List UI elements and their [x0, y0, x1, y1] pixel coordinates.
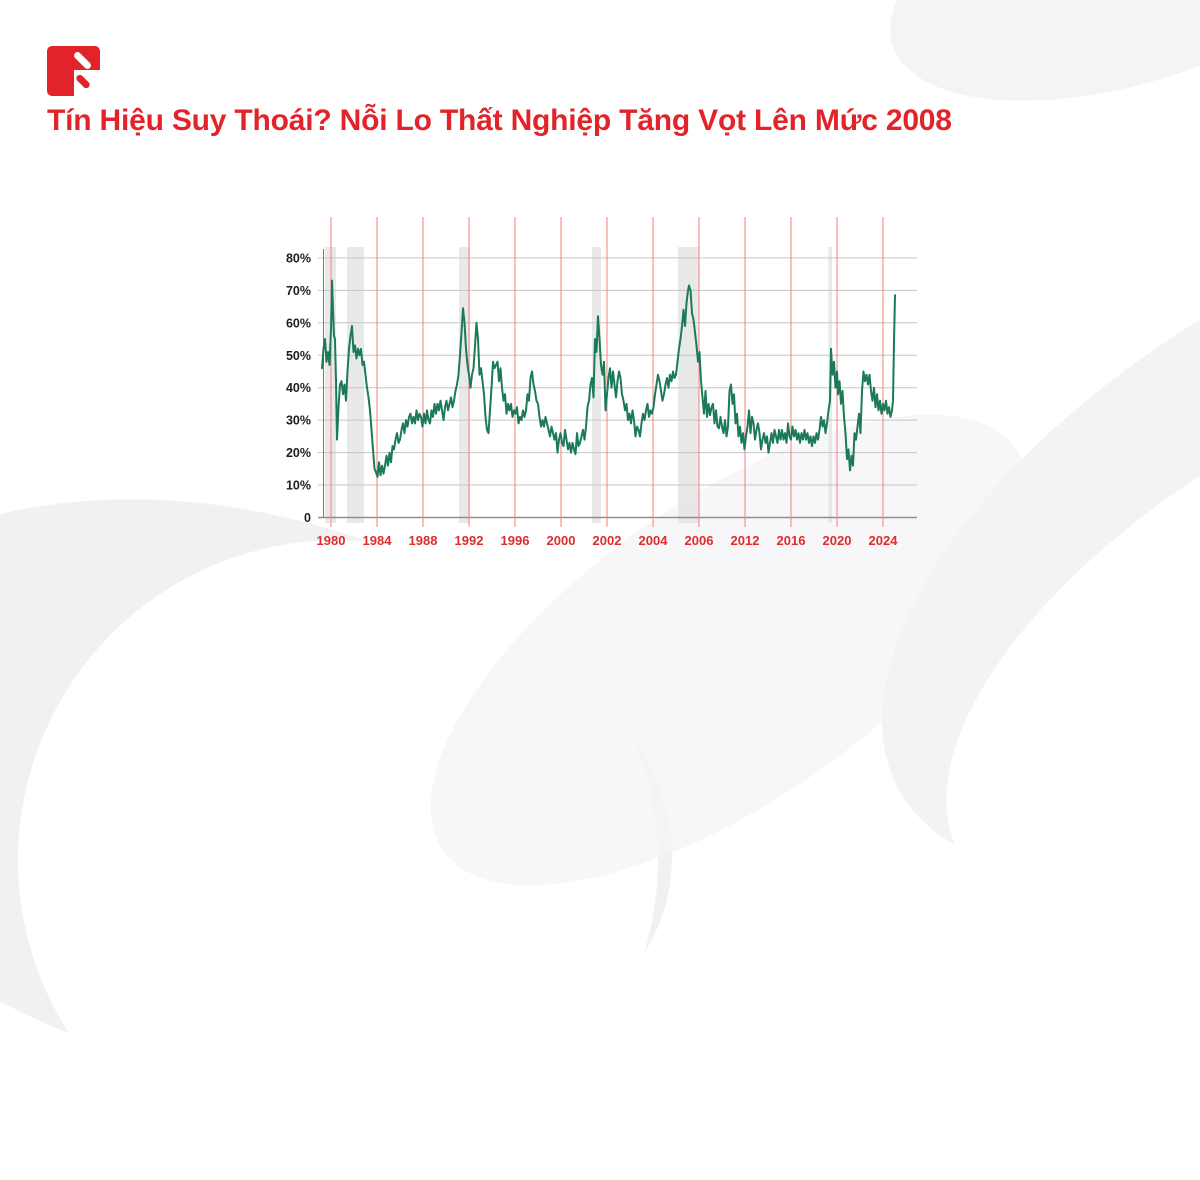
- x-axis-label: 2006: [685, 533, 714, 548]
- y-axis-label: 10%: [286, 479, 311, 493]
- page-title: Tín Hiệu Suy Thoái? Nỗi Lo Thất Nghiệp T…: [47, 104, 952, 137]
- background-swoosh: [18, 540, 658, 1180]
- recession-band: [347, 247, 364, 523]
- y-axis-label: 30%: [286, 414, 311, 428]
- y-axis-label: 80%: [286, 251, 311, 265]
- x-axis-label: 1988: [409, 533, 438, 548]
- x-axis-label: 1996: [501, 533, 530, 548]
- x-axis-label: 1984: [363, 533, 393, 548]
- y-axis-label: 50%: [286, 349, 311, 363]
- line-chart: 80% 70% 60% 50% 40% 30% 20% 10% 0 1980 1984 1988 199…: [286, 217, 917, 548]
- x-axis-label: 2000: [547, 533, 576, 548]
- x-axis-label: 2020: [823, 533, 852, 548]
- y-axis-label: 20%: [286, 446, 311, 460]
- y-axis-label: 40%: [286, 381, 311, 395]
- recession-band: [459, 247, 470, 523]
- logo-arrow-bar-top-icon: [72, 50, 93, 71]
- series-line-unemployment-fear: [321, 279, 896, 478]
- x-axis-label: 2004: [639, 533, 669, 548]
- x-axis-label: 2024: [869, 533, 899, 548]
- x-axis-label: 2016: [777, 533, 806, 548]
- x-axis-label: 1992: [455, 533, 484, 548]
- y-axis-label: 0: [304, 511, 311, 525]
- y-axis-label: 70%: [286, 284, 311, 298]
- x-axis-label: 1980: [317, 533, 346, 548]
- y-axis-label: 60%: [286, 316, 311, 330]
- x-axis-label: 2012: [731, 533, 760, 548]
- brand-logo: [47, 46, 100, 96]
- x-axis-label: 2002: [593, 533, 622, 548]
